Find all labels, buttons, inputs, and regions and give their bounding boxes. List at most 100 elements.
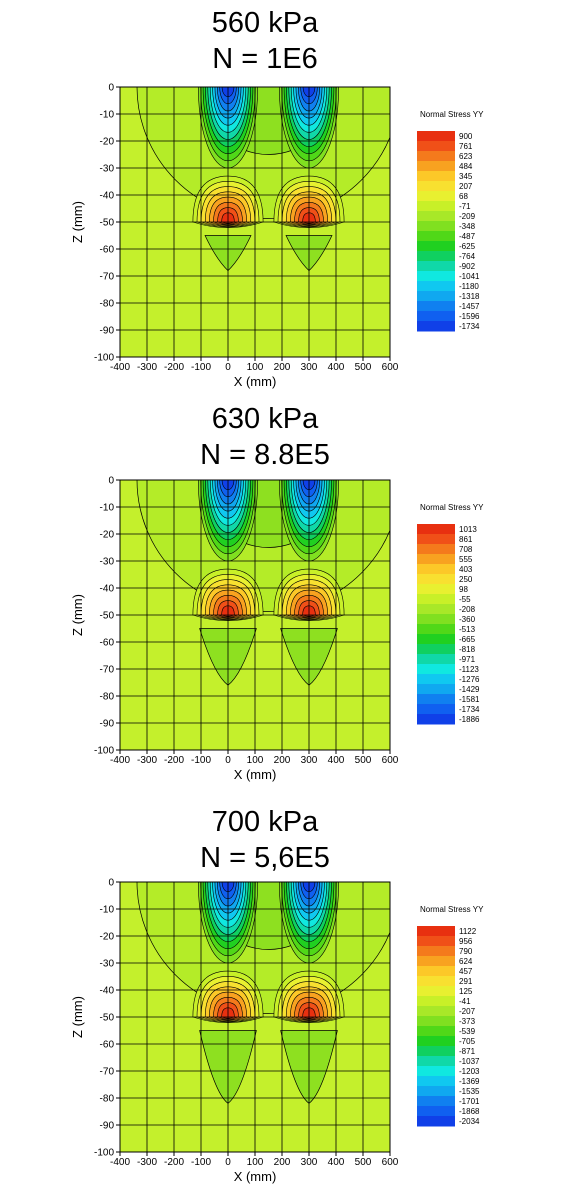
x-tick-label: 300 xyxy=(301,755,318,766)
x-tick-label: -300 xyxy=(137,1157,157,1168)
y-axis-label: Z (mm) xyxy=(70,201,85,243)
legend-level-label: 457 xyxy=(459,967,473,976)
legend-level-label: -1457 xyxy=(459,302,480,311)
x-tick-label: 400 xyxy=(328,1157,345,1168)
y-tick-label: -80 xyxy=(100,299,115,310)
legend-level-label: -1886 xyxy=(459,715,480,724)
x-tick-label: -400 xyxy=(110,1157,130,1168)
x-tick-label: 300 xyxy=(301,1157,318,1168)
y-tick-label: -70 xyxy=(100,1067,115,1078)
legend-swatch xyxy=(417,221,455,232)
grid-lines xyxy=(119,86,391,358)
legend-swatch xyxy=(417,141,455,152)
x-tick-label: -200 xyxy=(164,1157,184,1168)
legend-swatch xyxy=(417,976,455,987)
legend-level-label: 403 xyxy=(459,565,473,574)
legend-swatch xyxy=(417,624,455,635)
legend-swatch xyxy=(417,211,455,222)
legend-level-label: 790 xyxy=(459,947,473,956)
y-tick-label: -50 xyxy=(100,611,115,622)
legend-swatch xyxy=(417,986,455,997)
legend-level-label: 125 xyxy=(459,987,473,996)
x-tick-label: -100 xyxy=(191,362,211,373)
legend-level-label: 708 xyxy=(459,545,473,554)
x-tick-label: 200 xyxy=(274,362,291,373)
x-tick-label: 0 xyxy=(225,755,231,766)
x-tick-label: 100 xyxy=(247,755,264,766)
legend-swatch xyxy=(417,574,455,585)
legend-swatch xyxy=(417,231,455,242)
legend-level-label: -1180 xyxy=(459,282,479,291)
x-axis-label: X (mm) xyxy=(234,374,277,389)
legend-level-label: -1123 xyxy=(459,665,479,674)
legend-swatch xyxy=(417,161,455,172)
contour-chart-1: -400 -300 -200 -100 0 100 200 300 400 500 600 0 -10 -… xyxy=(70,83,484,390)
y-tick-label: -100 xyxy=(94,1148,114,1159)
x-tick-label: 400 xyxy=(328,362,345,373)
legend-level-label: 98 xyxy=(459,585,468,594)
y-tick-label: -10 xyxy=(100,110,115,121)
legend-level-label: -665 xyxy=(459,635,476,644)
legend-swatch xyxy=(417,594,455,605)
x-tick-label: 500 xyxy=(355,1157,372,1168)
legend-swatch xyxy=(417,1006,455,1017)
x-tick-label: 0 xyxy=(225,1157,231,1168)
legend-swatch xyxy=(417,271,455,282)
x-tick-label: 300 xyxy=(301,362,318,373)
chart-title-2-line1: 630 kPa xyxy=(211,403,319,435)
legend-level-label: -1734 xyxy=(459,705,480,714)
legend-level-label: -1037 xyxy=(459,1057,480,1066)
legend-swatch xyxy=(417,181,455,192)
legend-swatch xyxy=(417,584,455,595)
legend-level-label: 761 xyxy=(459,142,473,151)
y-axis-label: Z (mm) xyxy=(70,594,85,636)
y-tick-label: -20 xyxy=(100,530,115,541)
legend-level-label: 900 xyxy=(459,132,473,141)
y-tick-label: -90 xyxy=(100,1121,115,1132)
x-tick-label: 200 xyxy=(274,755,291,766)
y-tick-label: -60 xyxy=(100,245,115,256)
legend-title: Normal Stress YY xyxy=(420,905,484,914)
legend-swatch xyxy=(417,966,455,977)
x-tick-label: 600 xyxy=(382,362,399,373)
legend-level-label: -705 xyxy=(459,1037,476,1046)
contour-field xyxy=(136,480,390,686)
legend-level-label: -1535 xyxy=(459,1087,480,1096)
legend-level-label: 250 xyxy=(459,575,473,584)
legend-level-label: -1369 xyxy=(459,1077,480,1086)
legend-level-label: 623 xyxy=(459,152,473,161)
legend-level-label: -348 xyxy=(459,222,476,231)
legend-swatch xyxy=(417,714,455,725)
legend-swatch xyxy=(417,261,455,272)
y-tick-label: -70 xyxy=(100,665,115,676)
contour-chart-3: -400 -300 -200 -100 0 100 200 300 400 500 600 0 -10 -… xyxy=(70,878,484,1185)
y-tick-label: -40 xyxy=(100,986,115,997)
legend-level-label: -487 xyxy=(459,232,476,241)
legend-level-label: 345 xyxy=(459,172,473,181)
y-tick-label: -30 xyxy=(100,959,115,970)
y-tick-label: 0 xyxy=(108,476,114,487)
legend-level-label: 624 xyxy=(459,957,473,966)
legend-swatch xyxy=(417,654,455,665)
legend-level-label: -208 xyxy=(459,605,476,614)
legend-swatch xyxy=(417,524,455,535)
y-tick-label: -10 xyxy=(100,905,115,916)
legend-swatch xyxy=(417,564,455,575)
y-tick-label: -30 xyxy=(100,164,115,175)
legend-level-label: -1734 xyxy=(459,322,480,331)
legend-swatch xyxy=(417,946,455,957)
legend-level-label: 484 xyxy=(459,162,473,171)
x-tick-label: 0 xyxy=(225,362,231,373)
legend-level-label: 555 xyxy=(459,555,473,564)
legend-level-label: 956 xyxy=(459,937,473,946)
legend-level-label: -1429 xyxy=(459,685,480,694)
legend-swatch xyxy=(417,544,455,555)
legend-level-label: -1581 xyxy=(459,695,480,704)
legend-level-label: 207 xyxy=(459,182,473,191)
legend-swatch xyxy=(417,131,455,142)
legend-level-label: -71 xyxy=(459,202,471,211)
x-tick-label: -400 xyxy=(110,755,130,766)
y-tick-label: 0 xyxy=(108,878,114,889)
y-tick-label: -10 xyxy=(100,503,115,514)
x-tick-label: 500 xyxy=(355,755,372,766)
